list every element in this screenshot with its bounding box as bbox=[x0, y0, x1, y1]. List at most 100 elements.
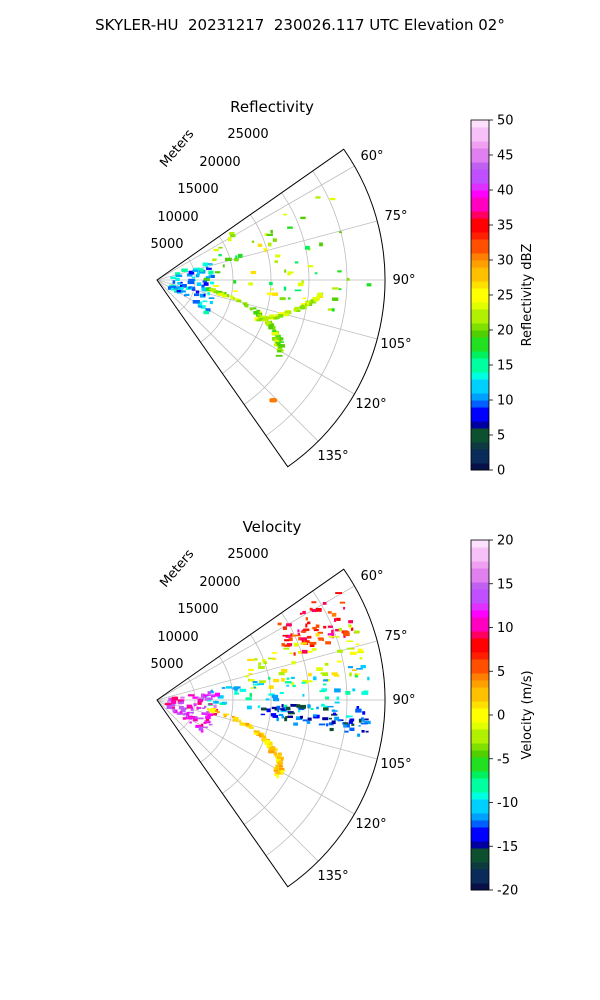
echo-gate bbox=[239, 719, 242, 723]
echo-gate bbox=[300, 637, 307, 641]
echo-gate bbox=[312, 626, 317, 630]
echo-gate bbox=[257, 705, 261, 708]
azimuth-spoke bbox=[157, 699, 378, 760]
echo-gate bbox=[283, 286, 287, 291]
colorbar-swatch bbox=[471, 211, 489, 219]
colorbar-swatch bbox=[471, 722, 489, 730]
colorbar-swatch bbox=[471, 589, 489, 597]
echo-gate bbox=[268, 749, 275, 754]
echo-gate bbox=[367, 676, 370, 681]
echo-gate bbox=[269, 742, 272, 745]
echo-gate bbox=[249, 307, 253, 310]
echo-gate bbox=[230, 234, 236, 238]
echo-gate bbox=[305, 623, 308, 628]
echo-gate bbox=[327, 705, 334, 708]
azimuth-tick-label: 60° bbox=[360, 149, 383, 164]
echo-gate bbox=[268, 685, 274, 689]
echo-gate bbox=[266, 708, 271, 713]
echo-gate bbox=[208, 288, 213, 291]
echo-gate bbox=[193, 703, 197, 707]
echo-gate bbox=[225, 686, 232, 689]
echo-gate bbox=[208, 694, 215, 697]
echo-gate bbox=[365, 730, 369, 733]
echo-gate bbox=[299, 715, 303, 719]
echo-gate bbox=[352, 669, 357, 671]
echo-gate bbox=[218, 246, 223, 249]
echo-gate bbox=[274, 748, 278, 752]
echo-gate bbox=[208, 703, 213, 705]
radial-tick-label: 20000 bbox=[199, 575, 240, 590]
echo-gate bbox=[350, 719, 353, 722]
colorbar-swatch bbox=[471, 771, 489, 779]
echo-gate bbox=[275, 764, 278, 768]
sector-plot bbox=[156, 148, 386, 468]
echo-gate bbox=[213, 248, 219, 252]
echo-gate bbox=[204, 697, 209, 701]
echo-gate bbox=[257, 314, 262, 316]
echo-gate bbox=[202, 280, 207, 283]
echo-gate bbox=[186, 704, 193, 707]
echo-gate bbox=[309, 644, 315, 647]
echo-gate bbox=[196, 706, 199, 710]
colorbar-tick-label: 20 bbox=[497, 534, 514, 549]
colorbar-swatch bbox=[471, 554, 489, 562]
echo-gate bbox=[261, 734, 265, 737]
echo-gate bbox=[176, 290, 181, 293]
radial-tick-label: 15000 bbox=[177, 602, 218, 617]
echo-gate bbox=[167, 286, 174, 290]
colorbar-swatch bbox=[471, 169, 489, 177]
echo-gate bbox=[175, 272, 180, 276]
echo-gate bbox=[313, 629, 319, 632]
echo-gate bbox=[170, 286, 176, 288]
echo-gate bbox=[207, 697, 213, 700]
echo-gate bbox=[361, 691, 369, 695]
echo-gate bbox=[164, 703, 172, 705]
echo-gate bbox=[284, 269, 287, 273]
echo-gate bbox=[182, 717, 186, 720]
echo-gate bbox=[222, 294, 228, 298]
echo-gate bbox=[250, 270, 256, 275]
colorbar-tick-label: -10 bbox=[497, 796, 518, 811]
echo-gate bbox=[263, 738, 267, 742]
echo-gate bbox=[188, 270, 194, 275]
colorbar-label: Reflectivity dBZ bbox=[520, 244, 535, 347]
echo-gate bbox=[349, 625, 352, 629]
echo-gate bbox=[201, 726, 208, 729]
echo-gate bbox=[323, 683, 327, 686]
echo-gate bbox=[355, 673, 360, 676]
azimuth-tick-label: 90° bbox=[392, 693, 415, 708]
echo-gate bbox=[193, 718, 198, 722]
echo-gate bbox=[327, 625, 333, 628]
echo-gate bbox=[309, 607, 313, 611]
echo-gate bbox=[317, 637, 324, 640]
echo-gate bbox=[336, 635, 340, 638]
azimuth-spoke bbox=[157, 165, 355, 281]
echo-gate bbox=[203, 293, 206, 297]
colorbar-tick-label: 10 bbox=[497, 621, 514, 636]
echo-gate bbox=[285, 310, 292, 315]
echo-gate bbox=[208, 723, 213, 726]
echo-gate bbox=[357, 733, 361, 737]
echo-gate bbox=[328, 635, 336, 638]
radial-tick-label: 5000 bbox=[150, 657, 183, 672]
echo-gate bbox=[281, 715, 285, 719]
radial-tick-label: 25000 bbox=[227, 547, 268, 562]
colorbar-tick-label: -15 bbox=[497, 840, 518, 855]
sector-outline bbox=[156, 148, 386, 468]
colorbar-swatch bbox=[471, 764, 489, 772]
echo-gate bbox=[294, 289, 302, 292]
colorbar-swatch bbox=[471, 183, 489, 191]
echo-gate bbox=[336, 617, 341, 621]
echo-gate bbox=[199, 293, 206, 298]
echo-gate bbox=[349, 672, 352, 677]
echo-gate bbox=[293, 308, 298, 311]
echo-gate bbox=[175, 274, 183, 277]
colorbar-swatch bbox=[471, 806, 489, 814]
echo-gate bbox=[180, 708, 186, 713]
echo-gate bbox=[200, 729, 204, 733]
colorbar-swatch bbox=[471, 190, 489, 198]
azimuth-spoke bbox=[157, 640, 378, 701]
colorbar-swatch bbox=[471, 582, 489, 590]
colorbar-label: Velocity (m/s) bbox=[520, 670, 535, 759]
echo-gate bbox=[218, 254, 222, 257]
